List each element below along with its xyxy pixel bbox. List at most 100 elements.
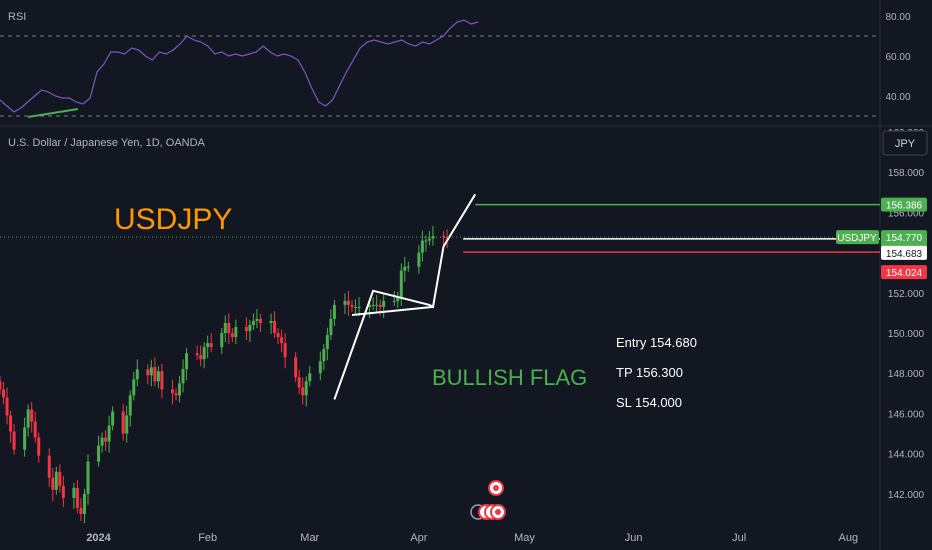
candle-body xyxy=(301,387,305,396)
candle-body xyxy=(128,395,132,416)
time-tick-label: Feb xyxy=(198,532,217,544)
pattern-drawings xyxy=(333,193,477,400)
candle-body xyxy=(445,236,449,238)
candle-body xyxy=(47,455,51,478)
price-tick-label: 156.000 xyxy=(888,208,925,219)
rsi-tick-label: 60.00 xyxy=(885,52,910,63)
time-axis[interactable]: 2024 Feb Mar Apr May Jun Jul Aug xyxy=(86,532,858,544)
rsi-panel: 40.00 60.00 80.00 xyxy=(0,12,911,118)
candle-body xyxy=(195,353,199,356)
candle-body xyxy=(104,437,108,442)
price-tick-label: 150.000 xyxy=(888,329,925,340)
candle-body xyxy=(9,415,13,432)
candle-body xyxy=(149,367,153,376)
candle-body xyxy=(318,361,322,374)
candle-body xyxy=(30,409,34,422)
candle-body xyxy=(406,266,410,268)
candle-body xyxy=(375,304,379,306)
event-marker-dot xyxy=(493,485,499,491)
candlestick-series xyxy=(0,226,449,524)
candle-body xyxy=(132,379,136,396)
candle-body xyxy=(308,373,312,382)
candle-body xyxy=(202,347,206,360)
last-price-tag: 154.770 xyxy=(886,233,923,244)
candle-body xyxy=(346,300,350,305)
candle-body xyxy=(223,322,227,334)
candle-body xyxy=(209,343,213,348)
candle-body xyxy=(273,320,277,334)
candle-body xyxy=(160,371,164,390)
candle-body xyxy=(156,371,160,382)
candle-body xyxy=(442,235,446,237)
candle-body xyxy=(396,296,400,301)
candle-body xyxy=(79,507,83,514)
candle-body xyxy=(100,437,104,446)
rsi-tick-label: 80.00 xyxy=(885,12,910,23)
time-tick-label: Jul xyxy=(732,532,746,544)
candle-body xyxy=(199,355,203,360)
candle-body xyxy=(206,343,210,348)
candle-body xyxy=(5,397,9,416)
candle-body xyxy=(146,369,150,376)
candle-body xyxy=(378,304,382,307)
price-axis[interactable]: 142.000 144.000 146.000 148.000 150.000 152.0… xyxy=(888,128,925,501)
candle-body xyxy=(322,349,326,362)
candle-body xyxy=(82,493,86,514)
currency-button[interactable] xyxy=(882,130,928,156)
event-markers[interactable] xyxy=(470,480,506,520)
symbol-title: U.S. Dollar / Japanese Yen, 1D, OANDA xyxy=(8,137,206,149)
pattern-annotation: BULLISH FLAG xyxy=(432,365,587,390)
candle-body xyxy=(403,266,407,271)
candle-body xyxy=(230,333,234,338)
candle-body xyxy=(75,487,79,508)
candle-body xyxy=(417,252,421,267)
entry-price-tag: 154.683 xyxy=(886,249,923,260)
candle-body xyxy=(354,306,358,308)
price-tick-label: 152.000 xyxy=(888,289,925,300)
price-tick-label: 148.000 xyxy=(888,369,925,380)
tp-note: TP 156.300 xyxy=(616,365,683,380)
candle-body xyxy=(368,304,372,307)
candle-body xyxy=(248,325,252,332)
candle-body xyxy=(153,367,157,382)
candle-body xyxy=(135,369,139,380)
candle-body xyxy=(23,427,27,450)
candle-body xyxy=(382,300,386,307)
candle-body xyxy=(280,337,284,344)
sl-price-tag-bg xyxy=(881,265,927,280)
candle-body xyxy=(86,461,90,494)
candle-body xyxy=(255,318,259,321)
candle-body xyxy=(61,485,65,498)
candle-body xyxy=(392,300,396,302)
candle-body xyxy=(220,333,224,348)
tp-price-tag: 156.386 xyxy=(886,201,923,212)
candle-body xyxy=(251,320,255,326)
time-tick-label: Jun xyxy=(625,532,643,544)
candle-body xyxy=(58,471,62,486)
candle-body xyxy=(174,393,178,396)
time-tick-label: 2024 xyxy=(86,532,111,544)
candle-body xyxy=(276,333,280,338)
rsi-tick-label: 40.00 xyxy=(885,92,910,103)
time-tick-label: Apr xyxy=(410,532,427,544)
candle-body xyxy=(371,304,375,306)
candle-body xyxy=(37,437,41,456)
price-tick-label: 144.000 xyxy=(888,450,925,461)
candle-body xyxy=(234,327,238,338)
candle-body xyxy=(125,415,129,434)
flag-lower-line xyxy=(351,305,434,316)
candle-body xyxy=(54,471,58,490)
event-marker-dot xyxy=(495,509,501,515)
candle-body xyxy=(185,353,189,370)
candle-body xyxy=(424,240,428,242)
time-tick-label: Mar xyxy=(300,532,319,544)
candle-body xyxy=(269,320,273,323)
candle-body xyxy=(33,421,37,438)
candle-body xyxy=(72,487,76,498)
time-tick-label: May xyxy=(514,532,535,544)
rsi-line xyxy=(0,19,479,113)
currency-button-label: JPY xyxy=(895,138,916,150)
candle-body xyxy=(51,477,55,490)
trade-levels xyxy=(0,203,880,253)
